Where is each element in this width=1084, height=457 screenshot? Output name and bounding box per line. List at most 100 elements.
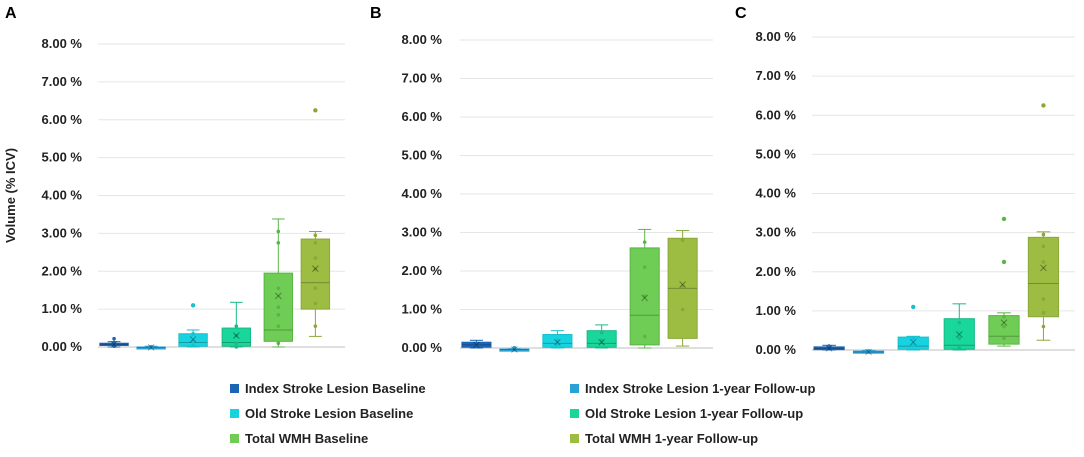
panel-label: B xyxy=(370,5,382,22)
data-point xyxy=(313,256,318,260)
data-point xyxy=(512,345,517,350)
data-point xyxy=(234,341,239,346)
y-tick-label: 6.00 % xyxy=(756,107,797,122)
data-point xyxy=(642,294,647,298)
legend-swatch xyxy=(230,434,239,443)
mean-marker xyxy=(1040,264,1047,272)
y-tick-label: 4.00 % xyxy=(42,188,83,203)
y-tick-label: 8.00 % xyxy=(756,29,797,44)
chart-panel-a: A 0.00 % 1.00 % 2.00 % 3.00 % 4.00 % 5.00 % 6.0… xyxy=(3,5,345,354)
mean-marker xyxy=(865,348,872,356)
y-tick-label: 3.00 % xyxy=(756,225,797,240)
box-index-stroke-lesion-baseline xyxy=(813,344,845,352)
y-tick-label: 0.00 % xyxy=(756,342,797,357)
mean-marker xyxy=(473,341,480,349)
mean-marker xyxy=(825,345,833,352)
box-index-stroke-lesion-baseline xyxy=(461,339,492,349)
data-point xyxy=(1002,324,1006,329)
y-tick-label: 7.00 % xyxy=(42,74,83,89)
y-tick-label: 0.00 % xyxy=(402,340,443,355)
y-tick-label: 2.00 % xyxy=(402,263,443,278)
y-tick-label: 5.00 % xyxy=(42,150,83,165)
y-tick-label: 7.00 % xyxy=(402,71,443,86)
y-tick-label: 4.00 % xyxy=(756,186,797,201)
data-point xyxy=(642,334,647,339)
data-point xyxy=(1041,324,1046,329)
mean-marker xyxy=(1000,319,1008,326)
y-tick-label: 5.00 % xyxy=(756,146,797,161)
data-point xyxy=(191,343,195,348)
y-tick-label: 4.00 % xyxy=(402,186,443,201)
data-point xyxy=(911,336,916,341)
data-point xyxy=(234,324,239,328)
mean-marker xyxy=(641,294,649,302)
data-point xyxy=(555,338,560,343)
data-point xyxy=(866,348,871,353)
data-point xyxy=(680,284,685,289)
legend-label: Total WMH 1-year Follow-up xyxy=(585,431,758,446)
panel-label: A xyxy=(5,5,17,22)
legend-swatch xyxy=(570,409,579,418)
outlier-point xyxy=(1001,259,1007,265)
outlier-point xyxy=(1041,103,1046,108)
data-point xyxy=(313,324,318,328)
y-tick-label: 6.00 % xyxy=(402,109,443,124)
box-iqr xyxy=(1027,236,1060,318)
data-point xyxy=(1041,232,1046,237)
y-tick-label: 1.00 % xyxy=(756,303,797,318)
outlier-point xyxy=(190,303,196,308)
data-point xyxy=(112,344,116,349)
data-point xyxy=(1002,314,1006,319)
box-total-wmh-1-year-follow-up xyxy=(1027,103,1060,341)
data-point xyxy=(313,267,318,272)
data-point xyxy=(474,344,479,348)
y-tick-label: 3.00 % xyxy=(402,225,443,240)
legend-swatch xyxy=(570,434,579,443)
data-point xyxy=(1041,297,1046,301)
y-tick-label: 1.00 % xyxy=(402,302,443,317)
y-tick-label: 3.00 % xyxy=(42,225,83,240)
panel-label: C xyxy=(735,5,747,22)
box-old-stroke-lesion-1-year-follow-up xyxy=(943,303,975,351)
data-point xyxy=(1002,336,1006,341)
mean-marker xyxy=(909,338,917,346)
y-tick-label: 2.00 % xyxy=(756,264,797,279)
data-point xyxy=(1041,244,1046,249)
data-point xyxy=(599,338,604,343)
data-point xyxy=(642,240,647,244)
data-point xyxy=(1041,311,1046,315)
data-point xyxy=(313,286,318,291)
box-old-stroke-lesion-1-year-follow-up xyxy=(586,324,617,349)
legend-item-index-stroke-lesion-baseline: Index Stroke Lesion Baseline xyxy=(230,381,426,396)
data-point xyxy=(276,241,281,245)
legend-item-old-stroke-lesion-baseline: Old Stroke Lesion Baseline xyxy=(230,406,413,421)
mean-marker xyxy=(679,281,686,288)
y-tick-label: 5.00 % xyxy=(402,148,443,163)
data-point xyxy=(276,324,281,328)
data-point xyxy=(149,345,153,350)
data-point xyxy=(680,307,685,312)
outlier-point xyxy=(1001,216,1007,222)
y-tick-label: 8.00 % xyxy=(42,36,83,51)
legend-label: Index Stroke Lesion 1-year Follow-up xyxy=(585,381,815,396)
box-old-stroke-lesion-baseline xyxy=(897,304,929,351)
box-old-stroke-lesion-baseline xyxy=(542,330,573,349)
data-point xyxy=(957,320,962,325)
mean-marker xyxy=(274,292,282,300)
data-point xyxy=(555,342,560,346)
box-old-stroke-lesion-1-year-follow-up xyxy=(221,301,252,349)
data-point xyxy=(112,340,116,345)
box-index-stroke-lesion-1-year-follow-up xyxy=(499,345,530,353)
legend-swatch xyxy=(570,384,579,393)
data-point xyxy=(191,339,195,344)
box-total-wmh-1-year-follow-up xyxy=(300,108,331,337)
legend-label: Old Stroke Lesion 1-year Follow-up xyxy=(585,406,803,421)
data-point xyxy=(911,343,916,348)
y-tick-label: 1.00 % xyxy=(42,301,83,316)
data-point xyxy=(276,229,281,234)
legend-item-old-stroke-lesion-1-year-follow-up: Old Stroke Lesion 1-year Follow-up xyxy=(570,406,803,421)
data-point xyxy=(957,336,962,341)
mean-marker xyxy=(232,332,240,339)
y-axis-title: Volume (% ICV) xyxy=(3,148,18,243)
legend-label: Old Stroke Lesion Baseline xyxy=(245,406,413,421)
